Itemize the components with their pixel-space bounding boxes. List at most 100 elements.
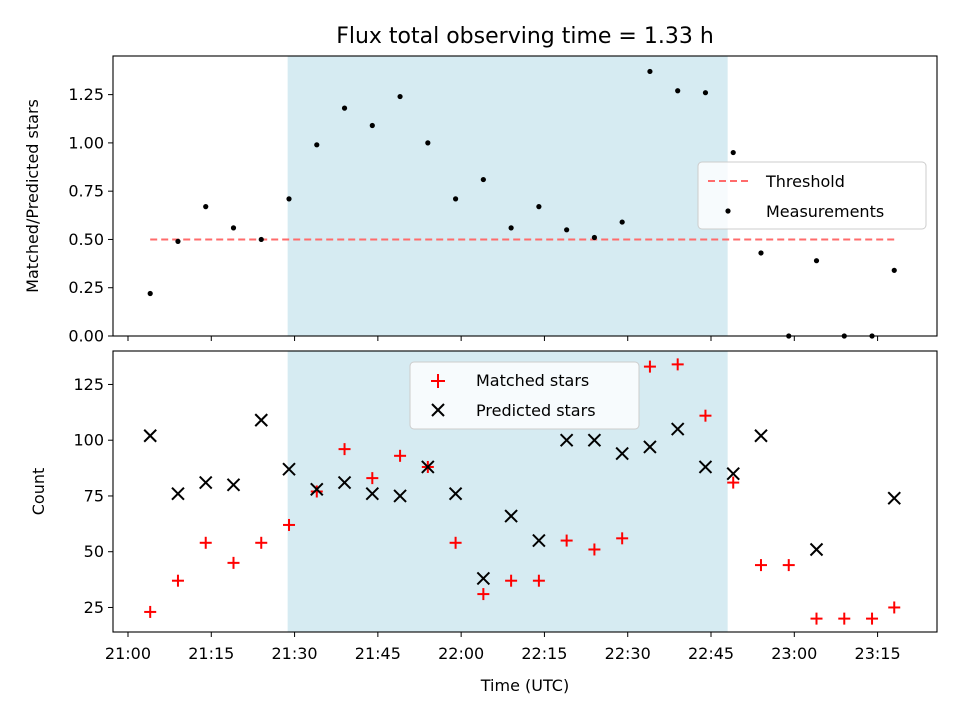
matched-legend-swatch <box>431 374 445 388</box>
predicted-star-point <box>643 440 657 454</box>
matched-star-point <box>171 574 184 587</box>
measurement-point <box>203 204 209 210</box>
measurement-point <box>813 258 820 264</box>
measurement-point <box>591 234 598 241</box>
matched-star-point <box>449 536 462 549</box>
measurements-legend-swatch <box>725 208 731 214</box>
predicted-star-point <box>143 429 157 443</box>
predicted-star-point <box>365 487 380 501</box>
bottom-axes-frame <box>112 350 938 633</box>
measurement-point <box>397 93 403 100</box>
top-x-tick-marks <box>127 336 879 341</box>
predicted-star-point <box>199 475 213 490</box>
predicted-star-point <box>726 466 740 481</box>
measurement-point <box>619 219 625 225</box>
predicted-star-point <box>670 422 685 436</box>
y-tick-label: 100 <box>73 431 104 450</box>
predicted-star-point <box>337 475 352 490</box>
predicted-star-point <box>448 487 463 501</box>
matched-star-point <box>199 536 212 549</box>
measurement-point <box>314 142 320 148</box>
y-tick-label: 0.00 <box>68 327 104 346</box>
x-tick-label: 23:00 <box>771 644 817 663</box>
predicted-legend-label: Predicted stars <box>476 401 596 420</box>
y-tick-label: 0.75 <box>68 182 104 201</box>
x-tick-label: 21:15 <box>188 644 234 663</box>
measurement-point <box>702 90 709 96</box>
matched-star-point <box>616 532 629 545</box>
matched-star-point <box>477 588 490 601</box>
matched-star-point <box>394 449 407 462</box>
predicted-star-point <box>532 533 546 548</box>
top-y-axis: 0.00 0.25 0.50 0.75 1.00 1.25 <box>68 85 113 346</box>
matched-star-point <box>255 536 268 549</box>
measurement-point <box>647 68 653 75</box>
predicted-star-point <box>615 446 629 461</box>
measurement-point <box>758 250 764 256</box>
matched-star-point <box>505 574 518 587</box>
observing-window-top <box>287 56 728 336</box>
matched-star-point <box>671 358 684 371</box>
measurement-point <box>286 196 292 202</box>
x-axis-label: Time (UTC) <box>480 676 569 695</box>
x-tick-label: 21:30 <box>272 644 318 663</box>
matched-star-point <box>782 559 795 572</box>
matched-star-point <box>888 601 901 614</box>
measurements-legend-label: Measurements <box>766 202 884 221</box>
matched-star-point <box>810 612 823 625</box>
measurement-points <box>147 68 897 339</box>
y-tick-label: 25 <box>84 598 104 617</box>
bottom-legend: Matched stars Predicted stars <box>409 361 640 430</box>
x-tick-label: 23:15 <box>855 644 901 663</box>
predicted-star-point <box>809 542 824 557</box>
y-tick-label: 1.25 <box>68 85 104 104</box>
matched-star-point <box>310 485 323 498</box>
measurement-point <box>675 88 681 94</box>
matched-star-point <box>338 443 351 456</box>
x-tick-label: 22:30 <box>605 644 651 663</box>
predicted-star-point <box>254 413 268 427</box>
figure-title: Flux total observing time = 1.33 h <box>336 24 714 49</box>
x-tick-label: 22:15 <box>521 644 567 663</box>
matched-star-point <box>588 543 601 556</box>
x-tick-label: 21:45 <box>355 644 401 663</box>
predicted-star-point <box>504 509 518 523</box>
predicted-legend-swatch <box>431 403 445 417</box>
matched-legend-label: Matched stars <box>476 371 589 390</box>
matched-star-point <box>754 559 767 572</box>
predicted-star-point <box>754 429 768 443</box>
y-tick-label: 125 <box>73 375 104 394</box>
predicted-star-point <box>421 460 435 474</box>
top-legend-box <box>697 161 927 230</box>
matched-star-point <box>643 360 656 373</box>
matched-star-point <box>560 534 573 547</box>
measurement-point <box>891 267 897 273</box>
predicted-star-point <box>226 478 241 492</box>
x-tick-label: 22:45 <box>688 644 734 663</box>
bottom-panel: 25 50 75 100 125 21:00 21:15 21:30 21:45 22:00 22… <box>29 350 938 695</box>
measurement-point <box>258 236 264 243</box>
measurement-point <box>536 204 542 210</box>
bottom-y-axis: 25 50 75 100 125 <box>73 375 113 617</box>
matched-star-point <box>699 409 712 422</box>
top-axes-frame <box>112 55 938 337</box>
predicted-star-point <box>559 433 574 447</box>
count-points <box>143 358 901 625</box>
y-tick-label: 75 <box>84 486 104 505</box>
measurement-point <box>480 176 486 183</box>
measurement-point <box>369 122 375 129</box>
predicted-star-point <box>171 487 185 501</box>
predicted-star-point <box>698 460 713 474</box>
top-y-axis-label: Matched/Predicted stars <box>23 99 42 293</box>
measurement-point <box>230 225 237 231</box>
matched-star-point <box>144 605 157 618</box>
measurement-point <box>452 196 459 202</box>
threshold-legend-label: Threshold <box>765 172 845 191</box>
matched-star-point <box>227 556 240 569</box>
predicted-star-point <box>476 571 491 586</box>
matched-star-point <box>838 612 851 625</box>
bottom-legend-box <box>409 361 640 430</box>
y-tick-label: 0.25 <box>68 278 104 297</box>
top-panel: 0.00 0.25 0.50 0.75 1.00 1.25 Matched/Predict… <box>23 55 938 346</box>
